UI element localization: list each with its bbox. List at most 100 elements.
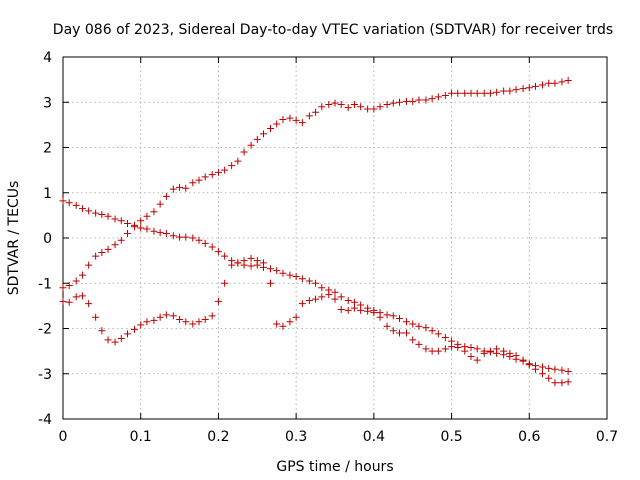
data-point [441,334,449,342]
y-tick-label: 4 [43,50,52,66]
data-point [473,356,481,364]
data-point [65,282,73,290]
y-tick-labels: -4 -3 -2 -1 0 1 2 3 4 [38,50,52,428]
axis-ticks [62,56,608,420]
data-point [234,157,242,165]
series-dipping [59,254,572,387]
data-point [221,166,229,174]
data-point [318,103,326,111]
data-point [525,361,533,369]
data-point [228,162,236,170]
data-point [305,277,313,285]
data-point [130,325,138,333]
data-point [182,233,190,241]
data-point [156,200,164,208]
data-point [344,104,352,112]
data-point [104,212,112,220]
data-point [512,352,520,360]
data-point [182,318,190,326]
data-point [273,320,281,328]
data-point [214,248,222,256]
data-point [162,311,170,319]
data-point [402,329,410,337]
data-point [331,295,339,303]
data-point [72,201,80,209]
data-point [473,345,481,353]
data-point [422,96,430,104]
data-point [486,89,494,97]
y-tick-label: 3 [43,95,52,111]
data-point [150,208,158,216]
x-tick-labels: 0 0.1 0.2 0.3 0.4 0.5 0.6 0.7 [59,429,619,445]
data-point [111,338,119,346]
data-point [137,217,145,225]
grid [63,57,607,419]
data-point [72,277,80,285]
y-tick-label: 0 [43,231,52,247]
data-point [383,322,391,330]
data-point [500,347,508,355]
y-axis-label: SDTVAR / TECUs [6,181,22,296]
data-point [286,271,294,279]
data-point [486,347,494,355]
data-point [78,205,86,213]
data-point [143,225,151,233]
data-point [298,300,306,308]
data-point [409,97,417,105]
x-tick-label: 0.4 [363,429,385,445]
data-point [551,379,559,387]
x-tick-label: 0.6 [518,429,540,445]
data-point [493,88,501,96]
data-point [234,259,242,267]
data-point [156,313,164,321]
data-point [292,272,300,280]
data-point [189,179,197,187]
data-point [182,184,190,192]
data-point [65,298,73,306]
data-point [92,209,100,217]
data-point [292,313,300,321]
data-point [169,185,177,193]
data-point [357,103,365,111]
data-point [162,229,170,237]
data-point [111,215,119,223]
data-point [156,229,164,237]
data-point [189,320,197,328]
data-point [98,210,106,218]
data-point [247,254,255,262]
data-point [415,322,423,330]
data-point [350,101,358,109]
data-point [512,86,520,94]
data-point [78,271,86,279]
data-point [376,103,384,111]
data-point [247,141,255,149]
data-point [325,101,333,109]
x-tick-label: 0.2 [207,429,229,445]
data-point [279,115,287,123]
data-point [240,148,248,156]
data-point [298,275,306,283]
data-point [519,356,527,364]
data-point [428,95,436,103]
data-point [286,318,294,326]
data-point [221,252,229,260]
data-point [162,192,170,200]
data-point [312,295,320,303]
data-point [564,378,572,386]
data-point [422,345,430,353]
data-point [434,347,442,355]
data-point [364,105,372,113]
data-point [545,79,553,87]
data-point [279,322,287,330]
data-point [441,345,449,353]
data-point [428,347,436,355]
data-point [318,293,326,301]
data-point [337,101,345,109]
data-point [409,336,417,344]
data-point [525,84,533,92]
data-point [370,309,378,317]
data-point [409,320,417,328]
data-point [92,313,100,321]
data-point [124,330,132,338]
